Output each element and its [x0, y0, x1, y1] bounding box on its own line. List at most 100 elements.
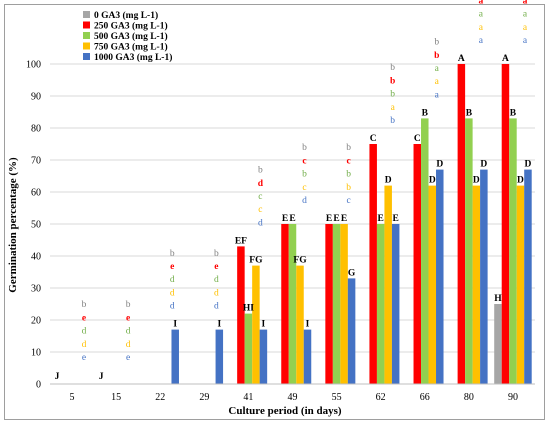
significance-letter: a	[478, 0, 483, 6]
bar	[391, 224, 400, 384]
bar-label: I	[217, 320, 221, 330]
significance-letter: b	[302, 143, 307, 153]
bar-label: H	[494, 294, 502, 304]
bar	[376, 224, 385, 384]
legend-swatch	[83, 11, 90, 18]
bar	[413, 144, 422, 384]
significance-letter: a	[523, 23, 528, 33]
bar	[347, 278, 356, 384]
bar-label: D	[480, 160, 487, 170]
bar	[472, 185, 481, 384]
bar	[436, 169, 444, 384]
bar-label: D	[525, 160, 532, 170]
bar-label: FG	[249, 256, 263, 266]
legend-label: 750 GA3 (mg L-1)	[94, 42, 168, 53]
significance-letter: b	[346, 183, 351, 193]
significance-letter: d	[258, 218, 263, 228]
bar-label: D	[473, 176, 480, 186]
significance-letter: d	[214, 288, 219, 298]
y-tick-label: 0	[36, 380, 41, 391]
bar-label: E	[341, 214, 347, 224]
x-axis-title: Culture period (in days)	[228, 405, 342, 417]
y-axis-title: Germination percentage (%)	[7, 157, 19, 293]
legend-label: 250 GA3 (mg L-1)	[94, 21, 168, 32]
x-tick-label: 22	[155, 392, 165, 403]
y-tick-label: 10	[31, 348, 41, 359]
bar-label: E	[378, 214, 384, 224]
significance-letter: a	[523, 10, 528, 20]
y-tick-label: 90	[31, 92, 41, 103]
bars-layer	[171, 64, 532, 385]
bar	[421, 118, 429, 385]
y-tick-label: 70	[31, 156, 41, 167]
x-tick-label: 15	[111, 392, 121, 403]
bar	[494, 304, 502, 384]
y-tick-label: 40	[31, 252, 41, 263]
y-tick-labels: 0 10 20 30 40 50 60 70 80 90 100	[26, 60, 41, 391]
bar	[340, 224, 348, 384]
significance-letter: d	[214, 275, 219, 285]
bar	[171, 329, 179, 384]
significance-letter: b	[390, 76, 395, 86]
x-tick-label: 49	[288, 392, 298, 403]
significance-letter: a	[479, 23, 484, 33]
legend-label: 0 GA3 (mg L-1)	[94, 10, 158, 21]
significance-letter: a	[479, 10, 484, 20]
bar	[384, 185, 392, 384]
significance-letter: e	[126, 353, 130, 363]
bar	[501, 64, 510, 384]
bar	[516, 185, 525, 384]
bar	[288, 224, 297, 384]
bar	[509, 118, 517, 385]
bar	[296, 265, 304, 384]
significance-letter: d	[302, 196, 307, 206]
gridlines	[50, 63, 535, 353]
significance-letter: d	[170, 288, 175, 298]
significance-letter: e	[82, 313, 86, 323]
bar-label: B	[510, 108, 517, 118]
x-tick-labels: 5 15 22 29 41 49 55 62 66 80 90	[70, 392, 518, 403]
significance-letter: b	[346, 143, 351, 153]
legend-label: 1000 GA3 (mg L-1)	[94, 52, 172, 63]
significance-letter: c	[258, 205, 262, 215]
bar-label: D	[517, 176, 524, 186]
significance-letter: d	[214, 302, 219, 312]
bar-label: I	[306, 320, 310, 330]
bar	[252, 265, 260, 384]
significance-letter: b	[214, 249, 219, 259]
legend-label: 500 GA3 (mg L-1)	[94, 31, 168, 42]
bar-label: E	[393, 214, 399, 224]
bar	[457, 64, 466, 384]
significance-letter: c	[302, 156, 306, 166]
significance-letter: b	[170, 249, 175, 259]
bar	[524, 169, 532, 384]
significance-letter: a	[523, 36, 528, 46]
bar-label: E	[282, 214, 288, 224]
bar-label: I	[173, 320, 177, 330]
bar	[244, 313, 253, 384]
significance-letter: d	[82, 340, 87, 350]
bar-label: EF	[235, 236, 247, 246]
significance-letter: e	[82, 353, 86, 363]
bar-label: J	[99, 372, 104, 382]
significance-letter: b	[82, 300, 87, 310]
x-tick-label: 5	[70, 392, 75, 403]
y-tick-label: 50	[31, 220, 41, 231]
significance-letter: d	[126, 340, 131, 350]
bar-label: B	[422, 108, 429, 118]
legend-swatch	[83, 53, 90, 60]
bar-label: A	[502, 54, 509, 64]
bar	[369, 144, 377, 384]
significance-letter: c	[258, 192, 262, 202]
significance-letter: a	[435, 77, 440, 87]
significance-letter: b	[390, 90, 395, 100]
legend: 0 GA3 (mg L-1)250 GA3 (mg L-1)500 GA3 (m…	[83, 10, 172, 63]
x-tick-label: 90	[508, 392, 518, 403]
bar	[332, 224, 341, 384]
x-tick-label: 62	[376, 392, 386, 403]
y-tick-label: 80	[31, 124, 41, 135]
bar	[259, 329, 268, 384]
bar	[428, 185, 437, 384]
significance-letter: e	[170, 262, 174, 272]
chart-frame	[4, 4, 545, 420]
